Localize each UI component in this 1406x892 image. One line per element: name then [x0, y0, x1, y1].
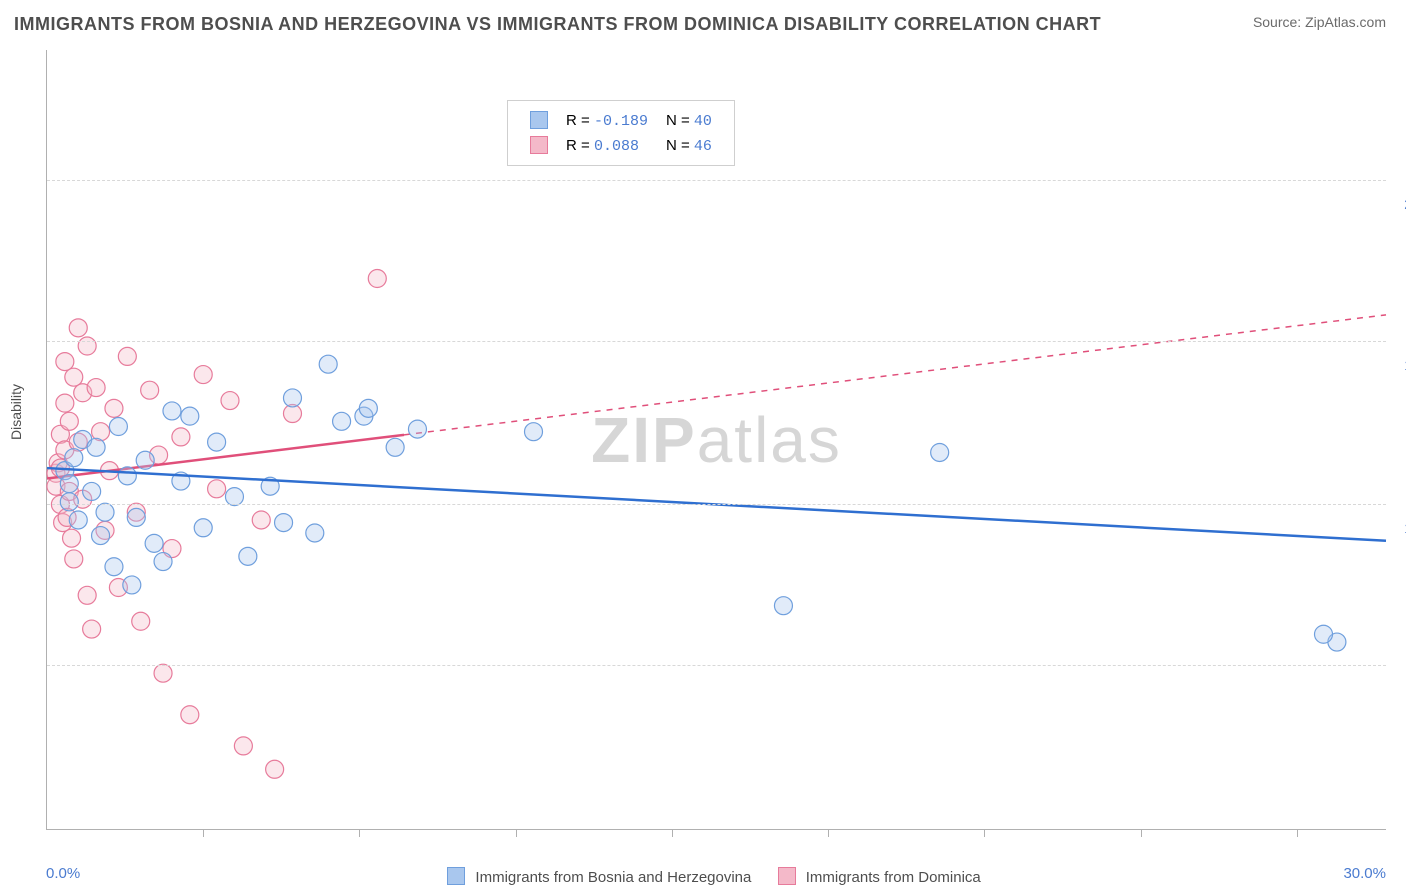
data-point: [306, 524, 324, 542]
data-point: [252, 511, 270, 529]
series-2-name: Immigrants from Dominica: [806, 869, 981, 886]
data-point: [239, 547, 257, 565]
data-point: [136, 451, 154, 469]
data-point: [154, 664, 172, 682]
swatch-series-2-bottom: [778, 867, 796, 885]
r-value-2: 0.088: [594, 138, 639, 155]
data-point: [194, 519, 212, 537]
data-point: [141, 381, 159, 399]
data-point: [123, 576, 141, 594]
data-point: [60, 493, 78, 511]
x-tick: [516, 829, 517, 837]
data-point: [266, 760, 284, 778]
data-point: [234, 737, 252, 755]
data-point: [386, 438, 404, 456]
n-label: N =: [666, 112, 690, 129]
data-point: [181, 706, 199, 724]
data-point: [105, 558, 123, 576]
x-tick: [828, 829, 829, 837]
data-point: [221, 392, 239, 410]
data-point: [87, 379, 105, 397]
data-point: [145, 534, 163, 552]
x-tick: [359, 829, 360, 837]
gridline: [47, 180, 1386, 181]
data-point: [208, 433, 226, 451]
chart-title: IMMIGRANTS FROM BOSNIA AND HERZEGOVINA V…: [14, 14, 1101, 35]
data-point: [774, 597, 792, 615]
data-point: [105, 399, 123, 417]
x-tick: [672, 829, 673, 837]
swatch-series-1: [530, 111, 548, 129]
data-point: [931, 443, 949, 461]
x-tick: [1141, 829, 1142, 837]
legend-row-series-1: R = -0.189 N = 40: [522, 109, 720, 132]
r-label: R =: [566, 112, 590, 129]
source-label: Source: ZipAtlas.com: [1253, 14, 1386, 30]
data-point: [275, 514, 293, 532]
r-value-1: -0.189: [594, 113, 648, 130]
y-axis-label: Disability: [8, 384, 24, 440]
gridline: [47, 504, 1386, 505]
data-point: [118, 347, 136, 365]
data-point: [225, 488, 243, 506]
data-point: [319, 355, 337, 373]
n-label: N =: [666, 137, 690, 154]
data-point: [208, 480, 226, 498]
data-point: [78, 337, 96, 355]
data-point: [69, 511, 87, 529]
x-tick: [984, 829, 985, 837]
data-point: [154, 553, 172, 571]
data-point: [69, 319, 87, 337]
data-point: [181, 407, 199, 425]
data-point: [1315, 625, 1333, 643]
plot-area: ZIPatlas R = -0.189 N = 40 R = 0.088 N =…: [46, 50, 1386, 830]
chart-svg: [47, 50, 1386, 829]
data-point: [109, 418, 127, 436]
data-point: [83, 482, 101, 500]
r-label: R =: [566, 137, 590, 154]
data-point: [368, 270, 386, 288]
data-point: [525, 423, 543, 441]
data-point: [359, 399, 377, 417]
regression-line-dashed: [404, 315, 1386, 435]
data-point: [65, 550, 83, 568]
data-point: [333, 412, 351, 430]
data-point: [194, 366, 212, 384]
data-point: [172, 428, 190, 446]
data-point: [65, 368, 83, 386]
data-point: [60, 475, 78, 493]
gridline: [47, 341, 1386, 342]
data-point: [118, 467, 136, 485]
data-point: [408, 420, 426, 438]
data-point: [87, 438, 105, 456]
correlation-legend: R = -0.189 N = 40 R = 0.088 N = 46: [507, 100, 735, 166]
data-point: [56, 394, 74, 412]
data-point: [127, 508, 145, 526]
series-legend: Immigrants from Bosnia and Herzegovina I…: [0, 867, 1406, 886]
n-value-1: 40: [694, 113, 712, 130]
data-point: [283, 389, 301, 407]
data-point: [132, 612, 150, 630]
gridline: [47, 665, 1386, 666]
data-point: [60, 412, 78, 430]
n-value-2: 46: [694, 138, 712, 155]
swatch-series-1-bottom: [447, 867, 465, 885]
data-point: [56, 353, 74, 371]
x-tick: [203, 829, 204, 837]
swatch-series-2: [530, 136, 548, 154]
data-point: [83, 620, 101, 638]
series-1-name: Immigrants from Bosnia and Herzegovina: [475, 869, 751, 886]
data-point: [65, 449, 83, 467]
data-point: [163, 402, 181, 420]
data-point: [92, 527, 110, 545]
data-point: [78, 586, 96, 604]
legend-row-series-2: R = 0.088 N = 46: [522, 134, 720, 157]
data-point: [63, 529, 81, 547]
x-tick: [1297, 829, 1298, 837]
data-point: [96, 503, 114, 521]
